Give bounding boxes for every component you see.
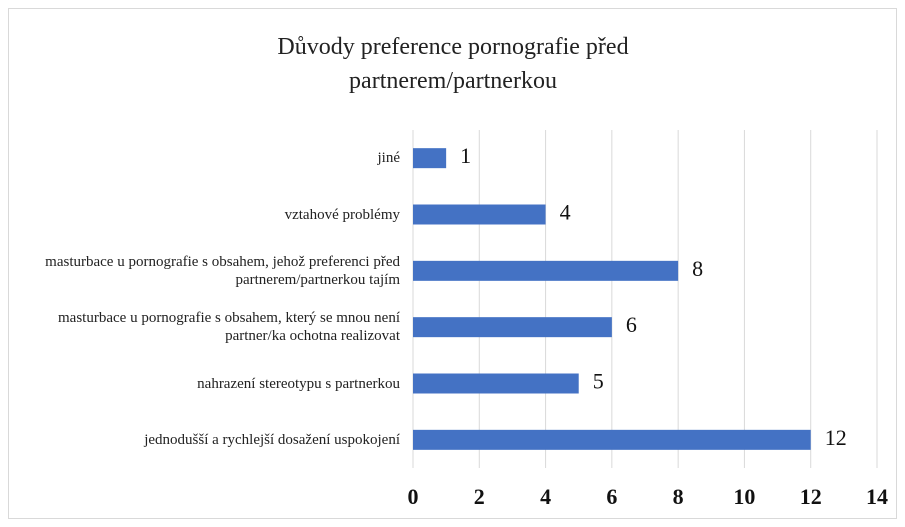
y-tick-label: vztahové problémy — [284, 206, 400, 223]
x-tick-label: 8 — [673, 484, 684, 509]
x-tick-label: 10 — [733, 484, 755, 509]
bar — [413, 204, 546, 225]
y-tick-label: jiné — [377, 150, 401, 167]
x-tick-label: 4 — [540, 484, 551, 509]
bar — [413, 429, 811, 450]
x-tick-label: 14 — [866, 484, 888, 509]
bar — [413, 260, 679, 281]
y-tick-label: nahrazení stereotypu s partnerkou — [197, 375, 400, 392]
data-label: 1 — [460, 143, 471, 168]
bar — [413, 373, 579, 394]
chart-title: Důvody preference pornografie před partn… — [277, 34, 629, 94]
data-label: 5 — [593, 369, 604, 394]
bar — [413, 317, 612, 338]
x-tick-label: 0 — [408, 484, 419, 509]
y-tick-label: masturbace u pornografie s obsahem, jeho… — [45, 253, 400, 288]
y-tick-label: masturbace u pornografie s obsahem, kter… — [58, 310, 400, 345]
x-tick-label: 12 — [800, 484, 822, 509]
data-label: 4 — [560, 200, 571, 225]
x-tick-label: 6 — [606, 484, 617, 509]
data-label: 8 — [692, 256, 703, 281]
data-label: 6 — [626, 312, 637, 337]
y-tick-label: jednodušší a rychlejší dosažení uspokoje… — [144, 431, 400, 448]
bar — [413, 148, 447, 169]
x-tick-label: 2 — [474, 484, 485, 509]
data-label: 12 — [825, 425, 847, 450]
